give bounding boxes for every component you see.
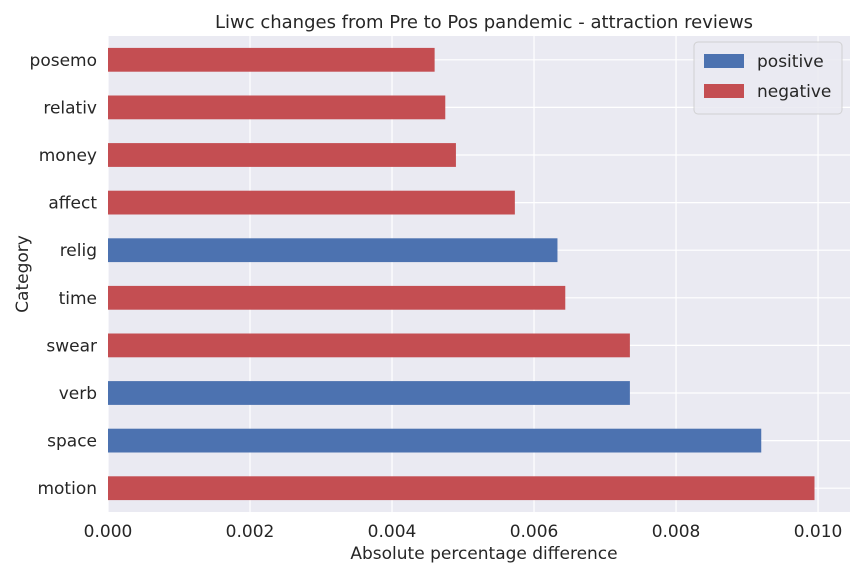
bar-money [108,143,456,167]
chart-title: Liwc changes from Pre to Pos pandemic - … [215,12,753,33]
y-tick-label: verb [59,384,97,404]
y-tick-label: time [59,289,97,309]
y-tick-label: motion [37,479,97,499]
bar-space [108,428,762,453]
bar-affect [108,190,515,215]
y-axis-label: Category [13,235,33,313]
bar-motion [108,476,815,501]
x-tick-label: 0.010 [794,522,843,542]
x-tick-label: 0.004 [368,522,417,542]
x-tick-label: 0.006 [510,522,559,542]
bar-relig [108,238,558,263]
bar-verb [108,381,630,405]
legend-label-positive: positive [757,52,824,72]
bars [108,47,815,501]
x-tick-label: 0.002 [226,522,275,542]
y-tick-labels: motion space verb swear time relig affect money… [30,51,98,499]
y-tick-label: relig [60,241,97,261]
legend: positive negative [693,41,843,115]
y-tick-label: money [39,146,97,166]
y-tick-label: swear [46,336,97,356]
legend-swatch-negative [704,84,744,98]
y-tick-label: space [47,432,97,452]
y-tick-label: affect [48,194,97,214]
bar-swear [108,333,630,358]
bar-time [108,285,566,310]
x-axis-label: Absolute percentage difference [350,544,617,564]
x-tick-labels: 0.000 0.002 0.004 0.006 0.008 0.010 [84,522,843,542]
legend-label-negative: negative [757,82,831,102]
y-tick-label: relativ [43,98,97,118]
bar-relativ [108,95,446,120]
legend-swatch-positive [704,54,744,68]
y-tick-label: posemo [30,51,97,71]
x-tick-label: 0.008 [652,522,701,542]
x-tick-label: 0.000 [84,522,133,542]
bar-posemo [108,47,435,72]
